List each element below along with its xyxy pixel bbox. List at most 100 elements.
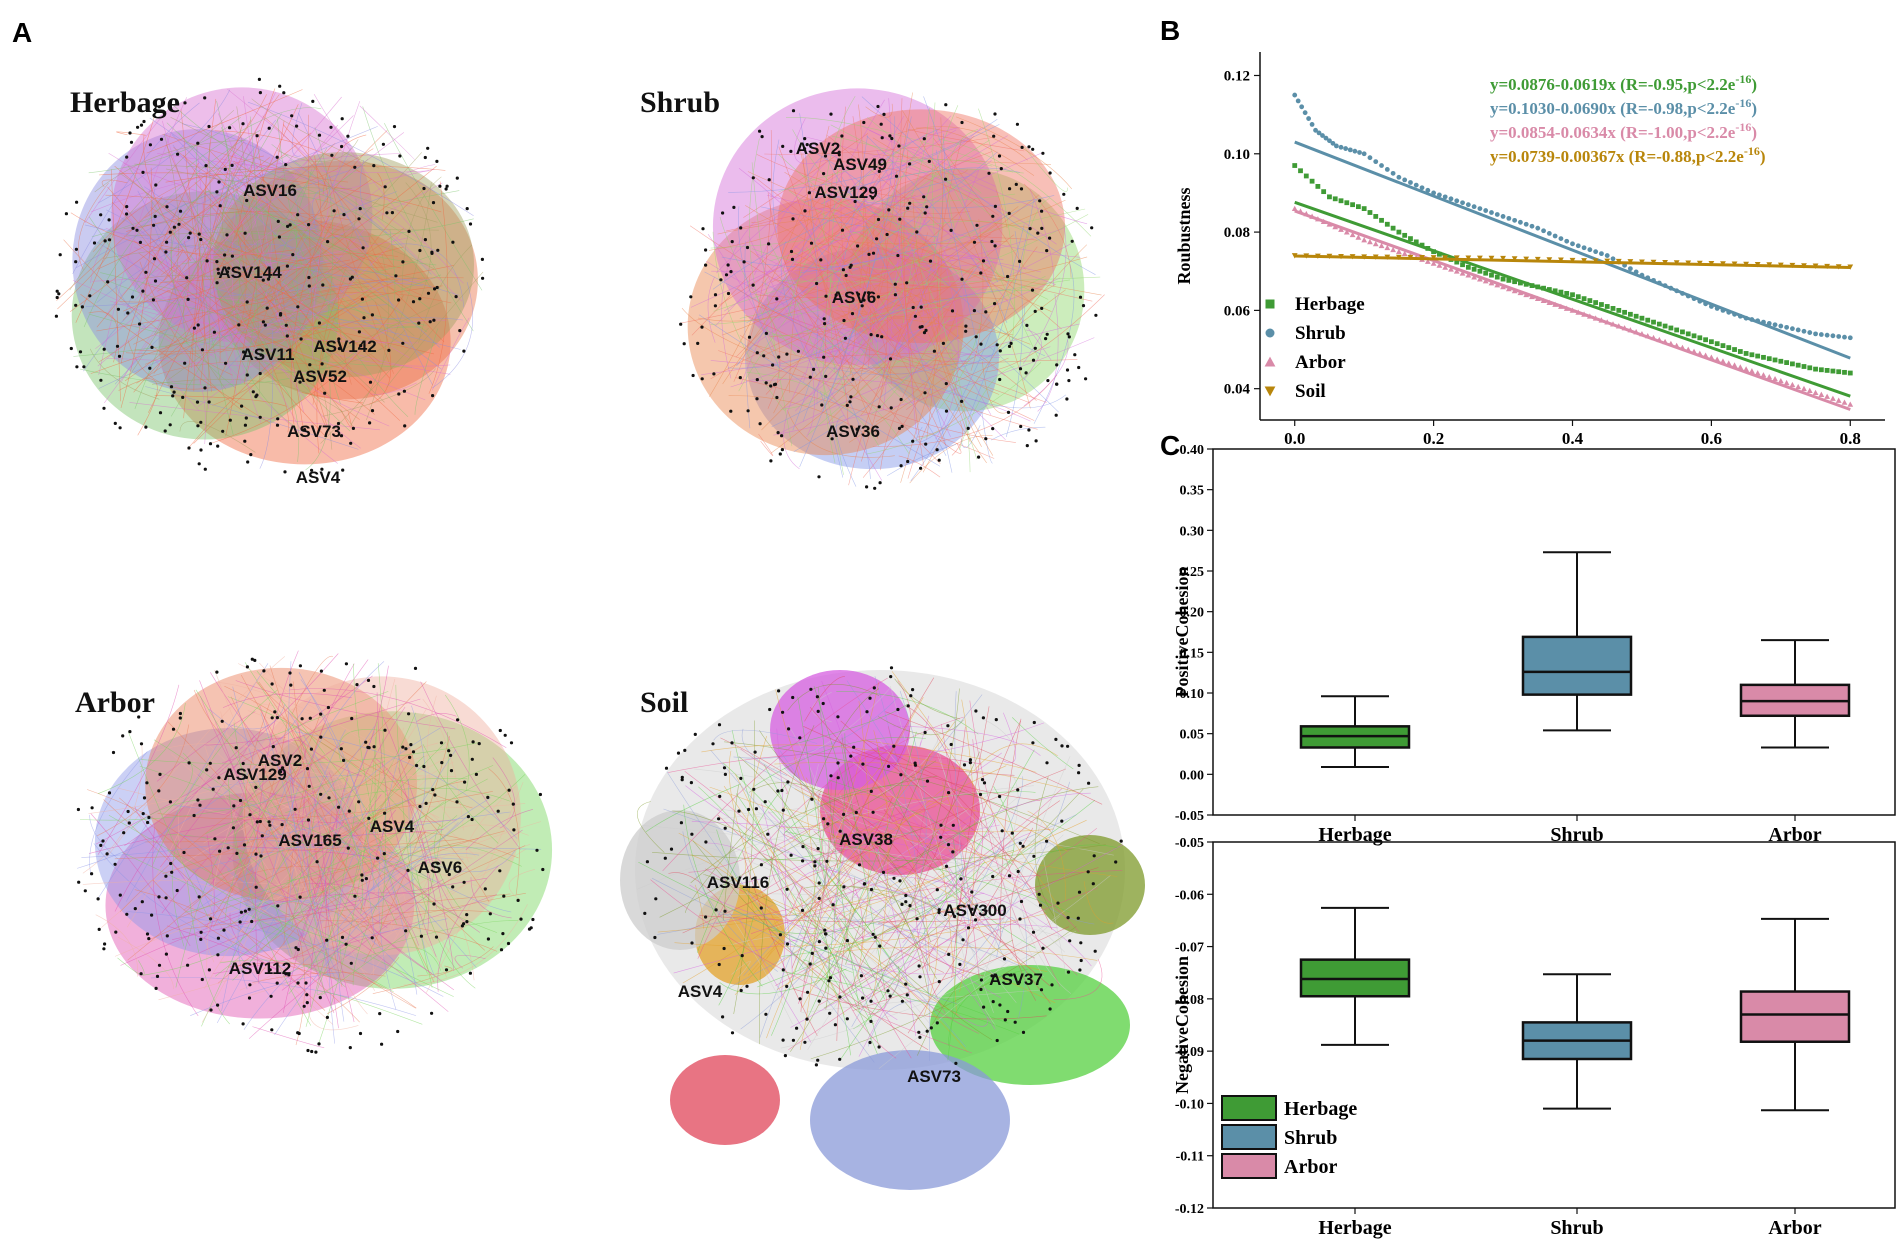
network-node [128, 131, 132, 135]
network-node [693, 732, 697, 737]
network-node [714, 908, 718, 912]
y-tick-label: -0.06 [1175, 888, 1204, 903]
data-point [1627, 311, 1633, 317]
series-shrub [1292, 92, 1853, 360]
network-node [218, 204, 222, 208]
network-edge [882, 909, 985, 977]
network-edge [259, 328, 274, 469]
network-edge [106, 358, 337, 378]
network-edge [372, 946, 494, 994]
box-arbor [1739, 639, 1851, 749]
network-edge [799, 116, 912, 468]
network-node [230, 163, 234, 167]
network-edge [1083, 881, 1114, 924]
network-node [390, 211, 394, 215]
network-edge [298, 112, 433, 386]
network-edge [704, 271, 931, 408]
network-node [208, 761, 212, 765]
network-node [175, 888, 179, 893]
network-node [90, 806, 94, 810]
y-tick-label: 0.12 [1224, 68, 1250, 84]
network-node [506, 941, 511, 946]
network-node [198, 803, 202, 807]
data-point [1489, 272, 1494, 278]
network-node [919, 305, 923, 309]
data-point [1295, 98, 1301, 104]
network-node [877, 405, 881, 409]
network-edge [807, 795, 1020, 1050]
network-edge [203, 190, 430, 309]
network-edge [878, 867, 1099, 924]
network-edge [178, 809, 384, 919]
x-tick-label: Shrub [1550, 1217, 1603, 1239]
network-edge [240, 674, 356, 886]
network-node [871, 932, 875, 936]
network-node [745, 984, 749, 988]
data-point [1830, 333, 1836, 339]
y-tick-label: -0.10 [1175, 1097, 1204, 1112]
network-node [848, 400, 852, 404]
network-node [669, 847, 674, 851]
network-node [284, 163, 288, 167]
network-node [1078, 968, 1082, 972]
network-edge [849, 104, 865, 375]
data-point [1355, 204, 1361, 210]
network-edge [247, 169, 313, 330]
network-edge [114, 882, 360, 957]
data-point [1321, 189, 1327, 195]
network-node [404, 747, 408, 751]
network-edge [773, 314, 820, 414]
data-point [1361, 206, 1367, 211]
data-point [1778, 358, 1784, 364]
network-edge [969, 834, 1064, 872]
network-edge [955, 720, 1021, 943]
network-node [260, 834, 264, 838]
data-point [1442, 194, 1448, 200]
network-edge [162, 133, 349, 183]
network-node [148, 143, 152, 147]
network-node [772, 383, 777, 387]
network-node [225, 270, 230, 274]
network-node [245, 198, 249, 203]
network-node [347, 809, 351, 813]
network-node [349, 441, 353, 445]
network-edge [165, 165, 446, 183]
network-edge [260, 761, 456, 777]
data-point [1570, 292, 1575, 298]
network-title: Soil [640, 686, 688, 719]
network-node [778, 933, 783, 937]
network-node [288, 671, 292, 675]
network-edge [205, 737, 286, 746]
network-node [204, 164, 208, 168]
network-node [892, 744, 896, 748]
network-node [383, 728, 387, 732]
network-node [257, 77, 261, 81]
network-node [766, 832, 770, 836]
network-node [980, 778, 985, 782]
network-node [790, 257, 795, 261]
network-edge [390, 909, 395, 931]
network-edge [256, 670, 431, 903]
network-node [74, 247, 78, 251]
network-edge [209, 846, 542, 850]
network-edge [685, 785, 961, 904]
y-tick-label: 0.20 [1180, 606, 1205, 621]
network-node [781, 144, 785, 148]
data-point [1772, 322, 1778, 328]
network-edge [1037, 294, 1059, 412]
network-node [899, 397, 903, 402]
network-node [1025, 323, 1029, 327]
network-node [305, 993, 309, 997]
x-tick-label: Arbor [1768, 824, 1821, 846]
network-node [535, 848, 539, 852]
data-point [1378, 242, 1385, 249]
network-node [1094, 313, 1098, 317]
data-point [1593, 249, 1599, 255]
network-edge [293, 770, 350, 960]
network-node [944, 382, 948, 386]
network-node [107, 218, 111, 222]
legend-swatch [1221, 1124, 1277, 1150]
network-edge [154, 395, 287, 407]
network-node [1019, 899, 1024, 904]
network-edge [262, 339, 297, 375]
